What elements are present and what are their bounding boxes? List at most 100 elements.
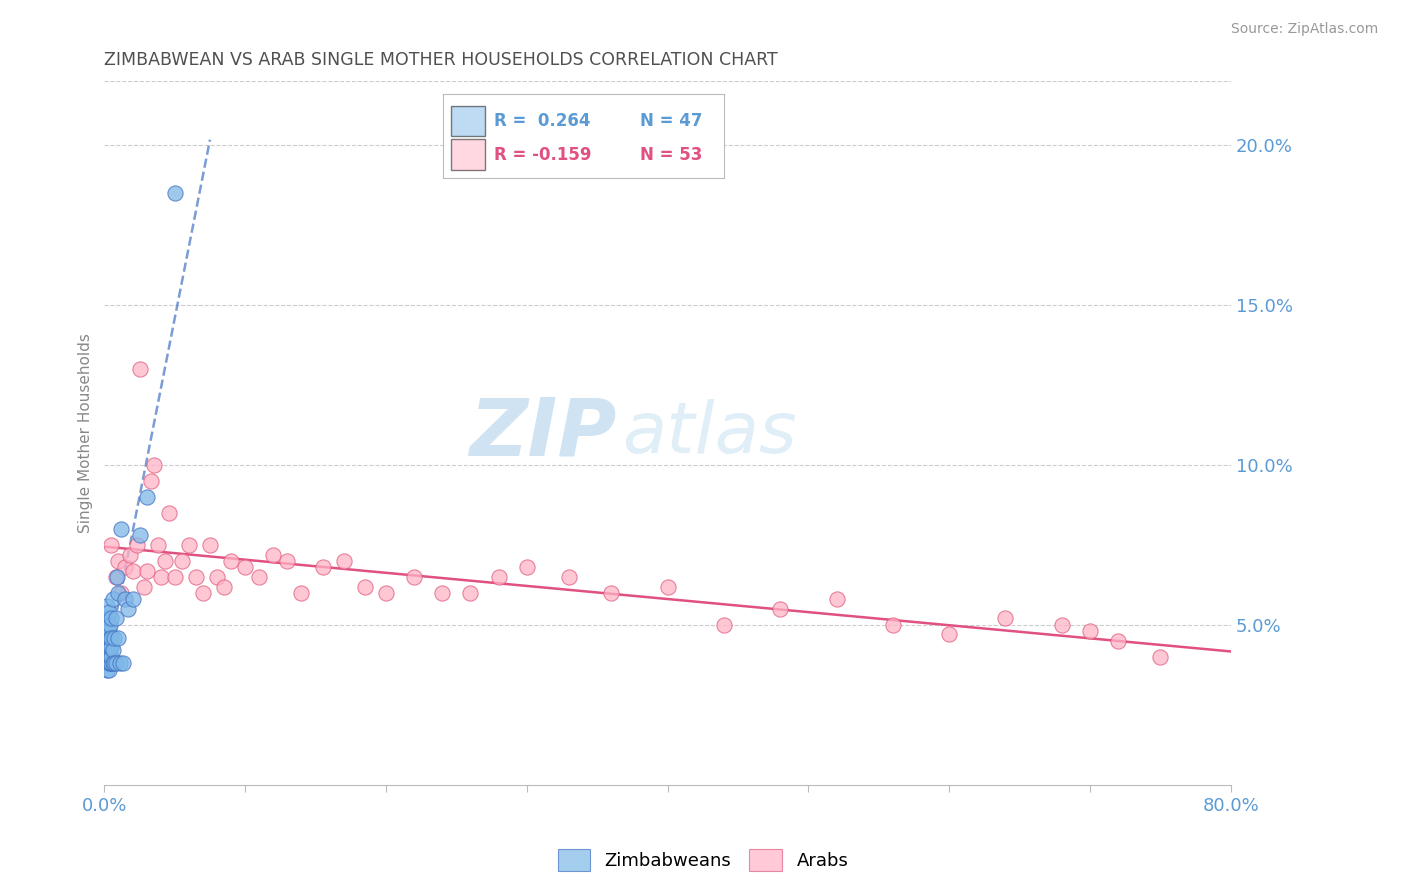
Point: [994, 611, 1017, 625]
FancyBboxPatch shape: [451, 139, 485, 169]
Text: ZIMBABWEAN VS ARAB SINGLE MOTHER HOUSEHOLDS CORRELATION CHART: ZIMBABWEAN VS ARAB SINGLE MOTHER HOUSEHO…: [104, 51, 778, 69]
Point: [332, 554, 354, 568]
Point: [97, 663, 120, 677]
Point: [97, 637, 120, 651]
Point: [128, 528, 150, 542]
Point: [100, 640, 122, 655]
Point: [100, 649, 122, 664]
Text: N = 53: N = 53: [640, 145, 702, 163]
Point: [118, 548, 141, 562]
Point: [233, 560, 256, 574]
Point: [516, 560, 538, 574]
Point: [149, 570, 172, 584]
Point: [101, 643, 124, 657]
Point: [97, 657, 120, 671]
FancyBboxPatch shape: [451, 105, 485, 136]
Point: [219, 554, 242, 568]
Point: [713, 618, 735, 632]
Point: [104, 570, 127, 584]
Point: [170, 554, 193, 568]
Point: [96, 599, 118, 613]
Point: [184, 570, 207, 584]
Point: [404, 570, 426, 584]
Point: [488, 570, 510, 584]
Point: [110, 586, 132, 600]
Point: [100, 538, 122, 552]
Point: [96, 649, 118, 664]
Point: [163, 570, 186, 584]
Point: [1107, 633, 1129, 648]
Point: [97, 647, 120, 661]
Legend: Zimbabweans, Arabs: Zimbabweans, Arabs: [551, 842, 855, 879]
Point: [198, 538, 221, 552]
Point: [353, 580, 375, 594]
Point: [1050, 618, 1073, 632]
Point: [97, 605, 120, 619]
Point: [96, 663, 118, 677]
Point: [311, 560, 333, 574]
Point: [146, 538, 169, 552]
Text: atlas: atlas: [623, 399, 797, 467]
Point: [94, 657, 117, 671]
Point: [247, 570, 270, 584]
Point: [98, 631, 121, 645]
Point: [96, 643, 118, 657]
Point: [121, 592, 143, 607]
Point: [212, 580, 235, 594]
Point: [128, 362, 150, 376]
Point: [114, 560, 136, 574]
Point: [1078, 624, 1101, 639]
Point: [100, 611, 122, 625]
Point: [114, 592, 136, 607]
Point: [262, 548, 284, 562]
Point: [94, 637, 117, 651]
Point: [132, 580, 155, 594]
Text: R =  0.264: R = 0.264: [494, 112, 591, 129]
Point: [101, 657, 124, 671]
Point: [100, 657, 122, 671]
Point: [375, 586, 398, 600]
Point: [276, 554, 298, 568]
Point: [107, 586, 129, 600]
Text: ZIP: ZIP: [470, 394, 617, 472]
Point: [153, 554, 176, 568]
Y-axis label: Single Mother Households: Single Mother Households: [79, 333, 93, 533]
Point: [142, 458, 165, 472]
Point: [103, 657, 125, 671]
Point: [135, 564, 157, 578]
Point: [163, 186, 186, 201]
Point: [1149, 649, 1171, 664]
Point: [101, 592, 124, 607]
Point: [105, 570, 128, 584]
Point: [600, 586, 623, 600]
Point: [107, 554, 129, 568]
Point: [96, 633, 118, 648]
Point: [882, 618, 904, 632]
Point: [290, 586, 312, 600]
Point: [96, 624, 118, 639]
Point: [103, 631, 125, 645]
Point: [104, 611, 127, 625]
Point: [98, 657, 121, 671]
Point: [98, 649, 121, 664]
Point: [558, 570, 581, 584]
Point: [139, 474, 162, 488]
Point: [432, 586, 454, 600]
Point: [938, 627, 960, 641]
Point: [657, 580, 679, 594]
Point: [94, 624, 117, 639]
Point: [110, 522, 132, 536]
Point: [107, 631, 129, 645]
Point: [157, 506, 180, 520]
Point: [97, 624, 120, 639]
Point: [125, 538, 148, 552]
Point: [117, 602, 139, 616]
Point: [98, 640, 121, 655]
Point: [100, 631, 122, 645]
Point: [825, 592, 848, 607]
Point: [98, 618, 121, 632]
Point: [135, 490, 157, 504]
Point: [769, 602, 792, 616]
Text: Source: ZipAtlas.com: Source: ZipAtlas.com: [1230, 22, 1378, 37]
Point: [460, 586, 482, 600]
